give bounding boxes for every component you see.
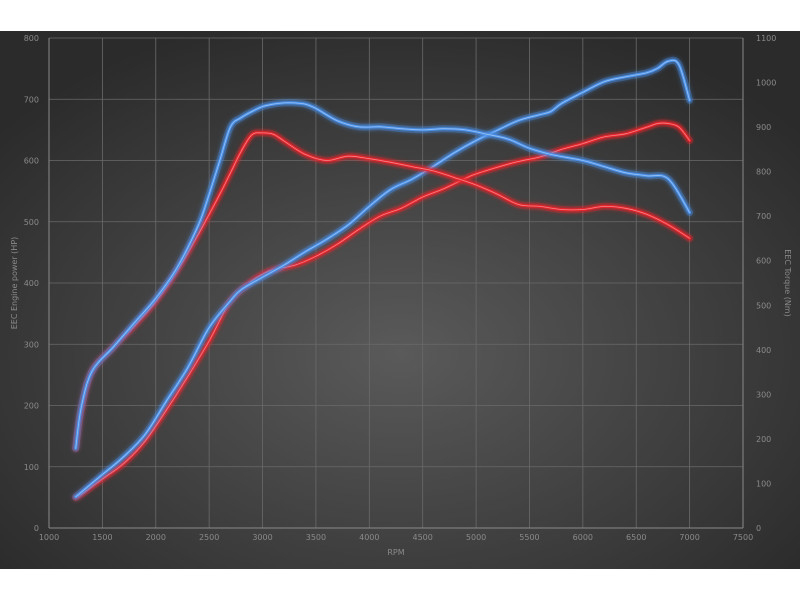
x-tick-label: 4500 <box>413 533 433 542</box>
y-left-tick-label: 0 <box>34 524 39 533</box>
y-left-tick-label: 700 <box>24 95 39 104</box>
dyno-chart: 1000 1500 2000 2500 3000 3500 4000 4500 5000 5500… <box>0 31 800 569</box>
x-tick-label: 5000 <box>466 533 486 542</box>
chart-canvas: 1000 1500 2000 2500 3000 3500 4000 4500 5000 5500… <box>0 31 800 569</box>
axes: 1000 1500 2000 2500 3000 3500 4000 4500 5000 5500… <box>24 34 777 542</box>
y-axis-right-label: EEC Torque (Nm) <box>783 249 792 316</box>
y-left-tick-label: 400 <box>24 279 39 288</box>
series-core-1 <box>75 59 690 498</box>
x-tick-label: 5500 <box>519 533 539 542</box>
y-right-tick-label: 900 <box>756 123 771 132</box>
y-right-tick-label: 700 <box>756 212 771 221</box>
x-tick-label: 3000 <box>252 533 272 542</box>
y-left-tick-label: 500 <box>24 218 39 227</box>
y-left-tick-label: 800 <box>24 34 39 43</box>
chart-background <box>0 31 800 569</box>
x-tick-label: 2500 <box>199 533 219 542</box>
y-right-tick-label: 300 <box>756 390 771 399</box>
series-layer <box>72 56 694 502</box>
y-right-tick-label: 1000 <box>756 79 776 88</box>
y-right-tick-label: 800 <box>756 168 771 177</box>
y-right-tick-label: 500 <box>756 301 771 310</box>
x-axis-label: RPM <box>387 548 404 557</box>
series-line-0 <box>74 121 692 500</box>
y-right-tick-label: 200 <box>756 435 771 444</box>
y-right-tick-label: 1100 <box>756 34 776 43</box>
x-tick-label: 2000 <box>146 533 166 542</box>
y-right-tick-label: 400 <box>756 346 771 355</box>
series-core-3 <box>75 102 690 449</box>
x-tick-label: 6000 <box>573 533 593 542</box>
x-tick-label: 1500 <box>92 533 112 542</box>
y-left-tick-label: 200 <box>24 402 39 411</box>
x-tick-label: 4000 <box>359 533 379 542</box>
x-tick-label: 7000 <box>679 533 699 542</box>
x-tick-label: 7500 <box>733 533 753 542</box>
y-left-tick-label: 300 <box>24 340 39 349</box>
y-left-tick-label: 600 <box>24 157 39 166</box>
series-line-3 <box>74 101 692 450</box>
y-right-tick-label: 0 <box>756 524 761 533</box>
series-core-0 <box>75 122 690 499</box>
series-line-1 <box>74 58 692 499</box>
y-axis-left-label: EEC Engine power (HP) <box>10 237 19 330</box>
x-tick-label: 1000 <box>39 533 59 542</box>
x-tick-label: 6500 <box>626 533 646 542</box>
x-tick-label: 3500 <box>306 533 326 542</box>
y-right-tick-label: 100 <box>756 479 771 488</box>
y-right-tick-label: 600 <box>756 257 771 266</box>
y-left-tick-label: 100 <box>24 463 39 472</box>
